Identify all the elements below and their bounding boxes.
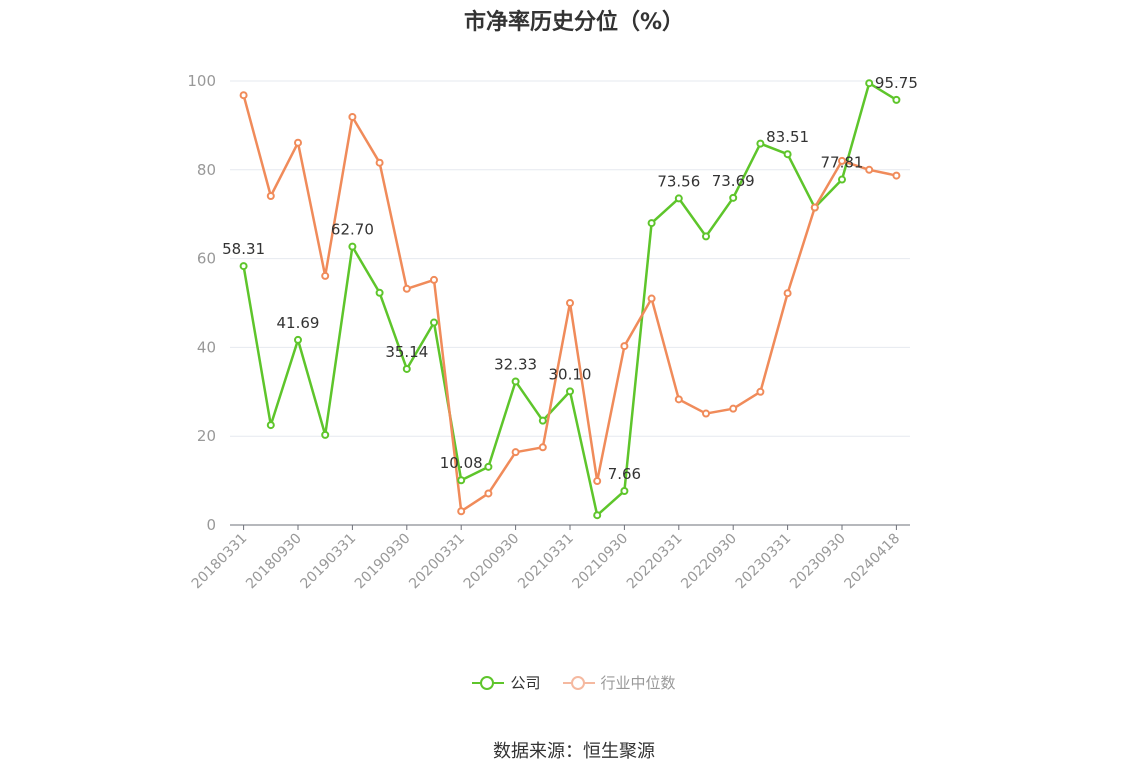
legend-label-company: 公司 [510,674,541,692]
y-tick-label: 0 [206,516,216,534]
legend: 公司 行业中位数 [0,672,1148,693]
data-point-1 [756,387,765,396]
data-label: 7.66 [608,465,641,483]
y-tick-label: 80 [197,161,216,179]
data-point-1 [729,404,738,413]
data-label: 95.75 [875,74,918,92]
data-source: 数据来源：恒生聚源 [493,741,655,762]
x-tick-label: 20200930 [461,531,523,593]
data-label: 73.56 [657,172,700,190]
data-point-1 [647,294,656,303]
data-point-0 [484,462,493,471]
x-tick-label: 20180930 [243,531,305,593]
data-point-1 [783,289,792,298]
data-point-1 [375,158,384,167]
x-tick-label: 20230930 [787,531,849,593]
data-point-1 [702,409,710,418]
series-layer [239,79,901,520]
data-point-1 [810,203,819,212]
data-point-0 [702,232,710,241]
y-tick-label: 20 [197,427,216,445]
x-tick-label: 20190930 [352,531,414,593]
data-point-0 [756,139,765,148]
data-label: 62.70 [331,221,374,239]
data-point-1 [566,299,574,307]
data-point-0 [593,511,602,520]
data-point-1 [402,284,411,293]
data-point-0 [566,387,574,396]
data-point-0 [865,79,874,88]
data-point-0 [729,193,738,202]
data-point-0 [239,262,248,271]
data-point-1 [674,395,683,404]
data-point-1 [266,191,275,200]
x-tick-label: 20220930 [678,531,740,593]
data-point-1 [593,477,602,486]
data-point-1 [294,138,302,147]
data-point-1 [484,489,493,498]
data-point-1 [620,342,629,351]
x-tick-label: 20240418 [842,531,904,593]
data-label: 35.14 [385,343,428,361]
legend-item-industry[interactable]: 行业中位数 [562,672,676,693]
data-point-0 [647,219,656,228]
data-point-1 [430,275,438,284]
data-label: 30.10 [549,365,592,383]
x-tick-label: 20210930 [570,531,632,593]
data-point-1 [321,271,330,280]
data-point-0 [375,288,384,297]
axis-layer: 0 20 40 60 80 100 2018033120180930201903312019… [187,72,910,592]
y-tick-label: 100 [187,72,216,90]
x-tick-label: 20210331 [515,531,577,593]
data-point-0 [511,377,520,386]
legend-label-industry: 行业中位数 [600,674,676,692]
data-point-1 [348,112,357,121]
legend-marker-company [472,675,505,690]
data-point-1 [892,171,901,180]
data-point-0 [266,421,275,430]
data-point-0 [783,150,792,159]
data-point-0 [620,486,629,495]
data-label: 32.33 [494,355,537,373]
data-label: 73.69 [712,172,755,190]
data-point-0 [892,95,901,104]
x-tick-label: 20200331 [406,531,468,593]
legend-item-company[interactable]: 公司 [472,672,541,693]
data-label: 10.08 [440,454,483,472]
data-point-0 [838,175,846,184]
legend-marker-industry [562,675,595,690]
chart-title: 市净率历史分位（%） [463,10,685,35]
label-layer: 58.31 41.69 62.70 35.14 10.08 32.33 30.10 7.66 7… [222,74,918,483]
x-tick-label: 20190331 [298,531,360,593]
data-point-1 [457,507,466,516]
data-label: 77.81 [821,154,864,172]
data-label: 41.69 [277,314,320,332]
data-point-0 [430,318,438,327]
data-point-0 [348,242,357,251]
data-point-0 [321,430,330,439]
data-point-1 [511,448,520,457]
data-point-1 [865,165,874,174]
data-point-1 [838,156,846,165]
data-point-1 [538,443,547,452]
data-point-0 [294,335,302,344]
data-point-0 [674,194,683,203]
data-point-1 [239,91,248,100]
x-tick-label: 20220331 [624,531,686,593]
data-point-0 [538,416,547,425]
data-label: 58.31 [222,240,265,258]
x-tick-label: 20230331 [733,531,795,593]
data-point-0 [457,476,466,485]
data-point-0 [402,364,411,373]
y-tick-label: 40 [197,338,216,356]
y-tick-label: 60 [197,250,216,268]
data-label: 83.51 [766,128,809,146]
x-tick-label: 20180331 [189,531,251,593]
